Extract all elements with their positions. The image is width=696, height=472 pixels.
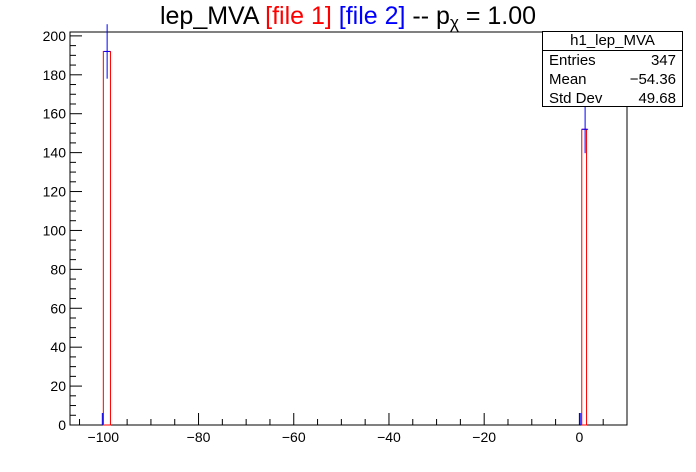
x-tick-label: −100 (88, 429, 120, 445)
stats-label: Entries (549, 52, 596, 69)
file1-bin (581, 128, 588, 426)
x-tick-label: −60 (282, 429, 306, 445)
y-tick-label: 100 (43, 222, 67, 238)
plot-frame (69, 31, 628, 426)
stats-value: −54.36 (629, 71, 676, 88)
x-tick-label: −20 (472, 429, 496, 445)
x-tick-label: 0 (575, 429, 583, 445)
title-file2: [file 2] (338, 2, 406, 30)
stats-row-stddev: Std Dev 49.68 (543, 89, 682, 108)
stats-label: Mean (549, 71, 587, 88)
title-file1: [file 1] (265, 2, 332, 30)
y-tick-label: 40 (50, 339, 66, 355)
title-suffix: = 1.00 (458, 2, 537, 30)
x-tick-label: −80 (187, 429, 211, 445)
y-tick-label: 120 (43, 184, 67, 200)
file1-bin (102, 50, 111, 426)
y-tick-label: 0 (58, 417, 66, 433)
title-middle: -- p (405, 2, 450, 30)
title-prefix: lep_MVA (159, 2, 266, 30)
stats-box: h1_lep_MVA Entries 347 Mean −54.36 Std D… (542, 31, 683, 107)
chart-title: lep_MVA [file 1] [file 2] -- pχ = 1.00 (0, 2, 696, 32)
y-tick-label: 160 (43, 106, 67, 122)
y-tick-label: 180 (43, 67, 67, 83)
stats-box-title: h1_lep_MVA (543, 32, 682, 51)
stats-value: 49.68 (638, 90, 676, 107)
y-tick-label: 20 (50, 378, 66, 394)
y-tick-label: 140 (43, 145, 67, 161)
stats-label: Std Dev (549, 90, 603, 107)
y-tick-label: 60 (50, 300, 66, 316)
x-tick-label: −40 (377, 429, 401, 445)
y-tick-label: 80 (50, 261, 66, 277)
title-subscript: χ (449, 13, 459, 32)
y-tick-label: 200 (43, 28, 67, 44)
stats-row-mean: Mean −54.36 (543, 70, 682, 89)
stats-row-entries: Entries 347 (543, 51, 682, 70)
stats-value: 347 (650, 52, 676, 69)
